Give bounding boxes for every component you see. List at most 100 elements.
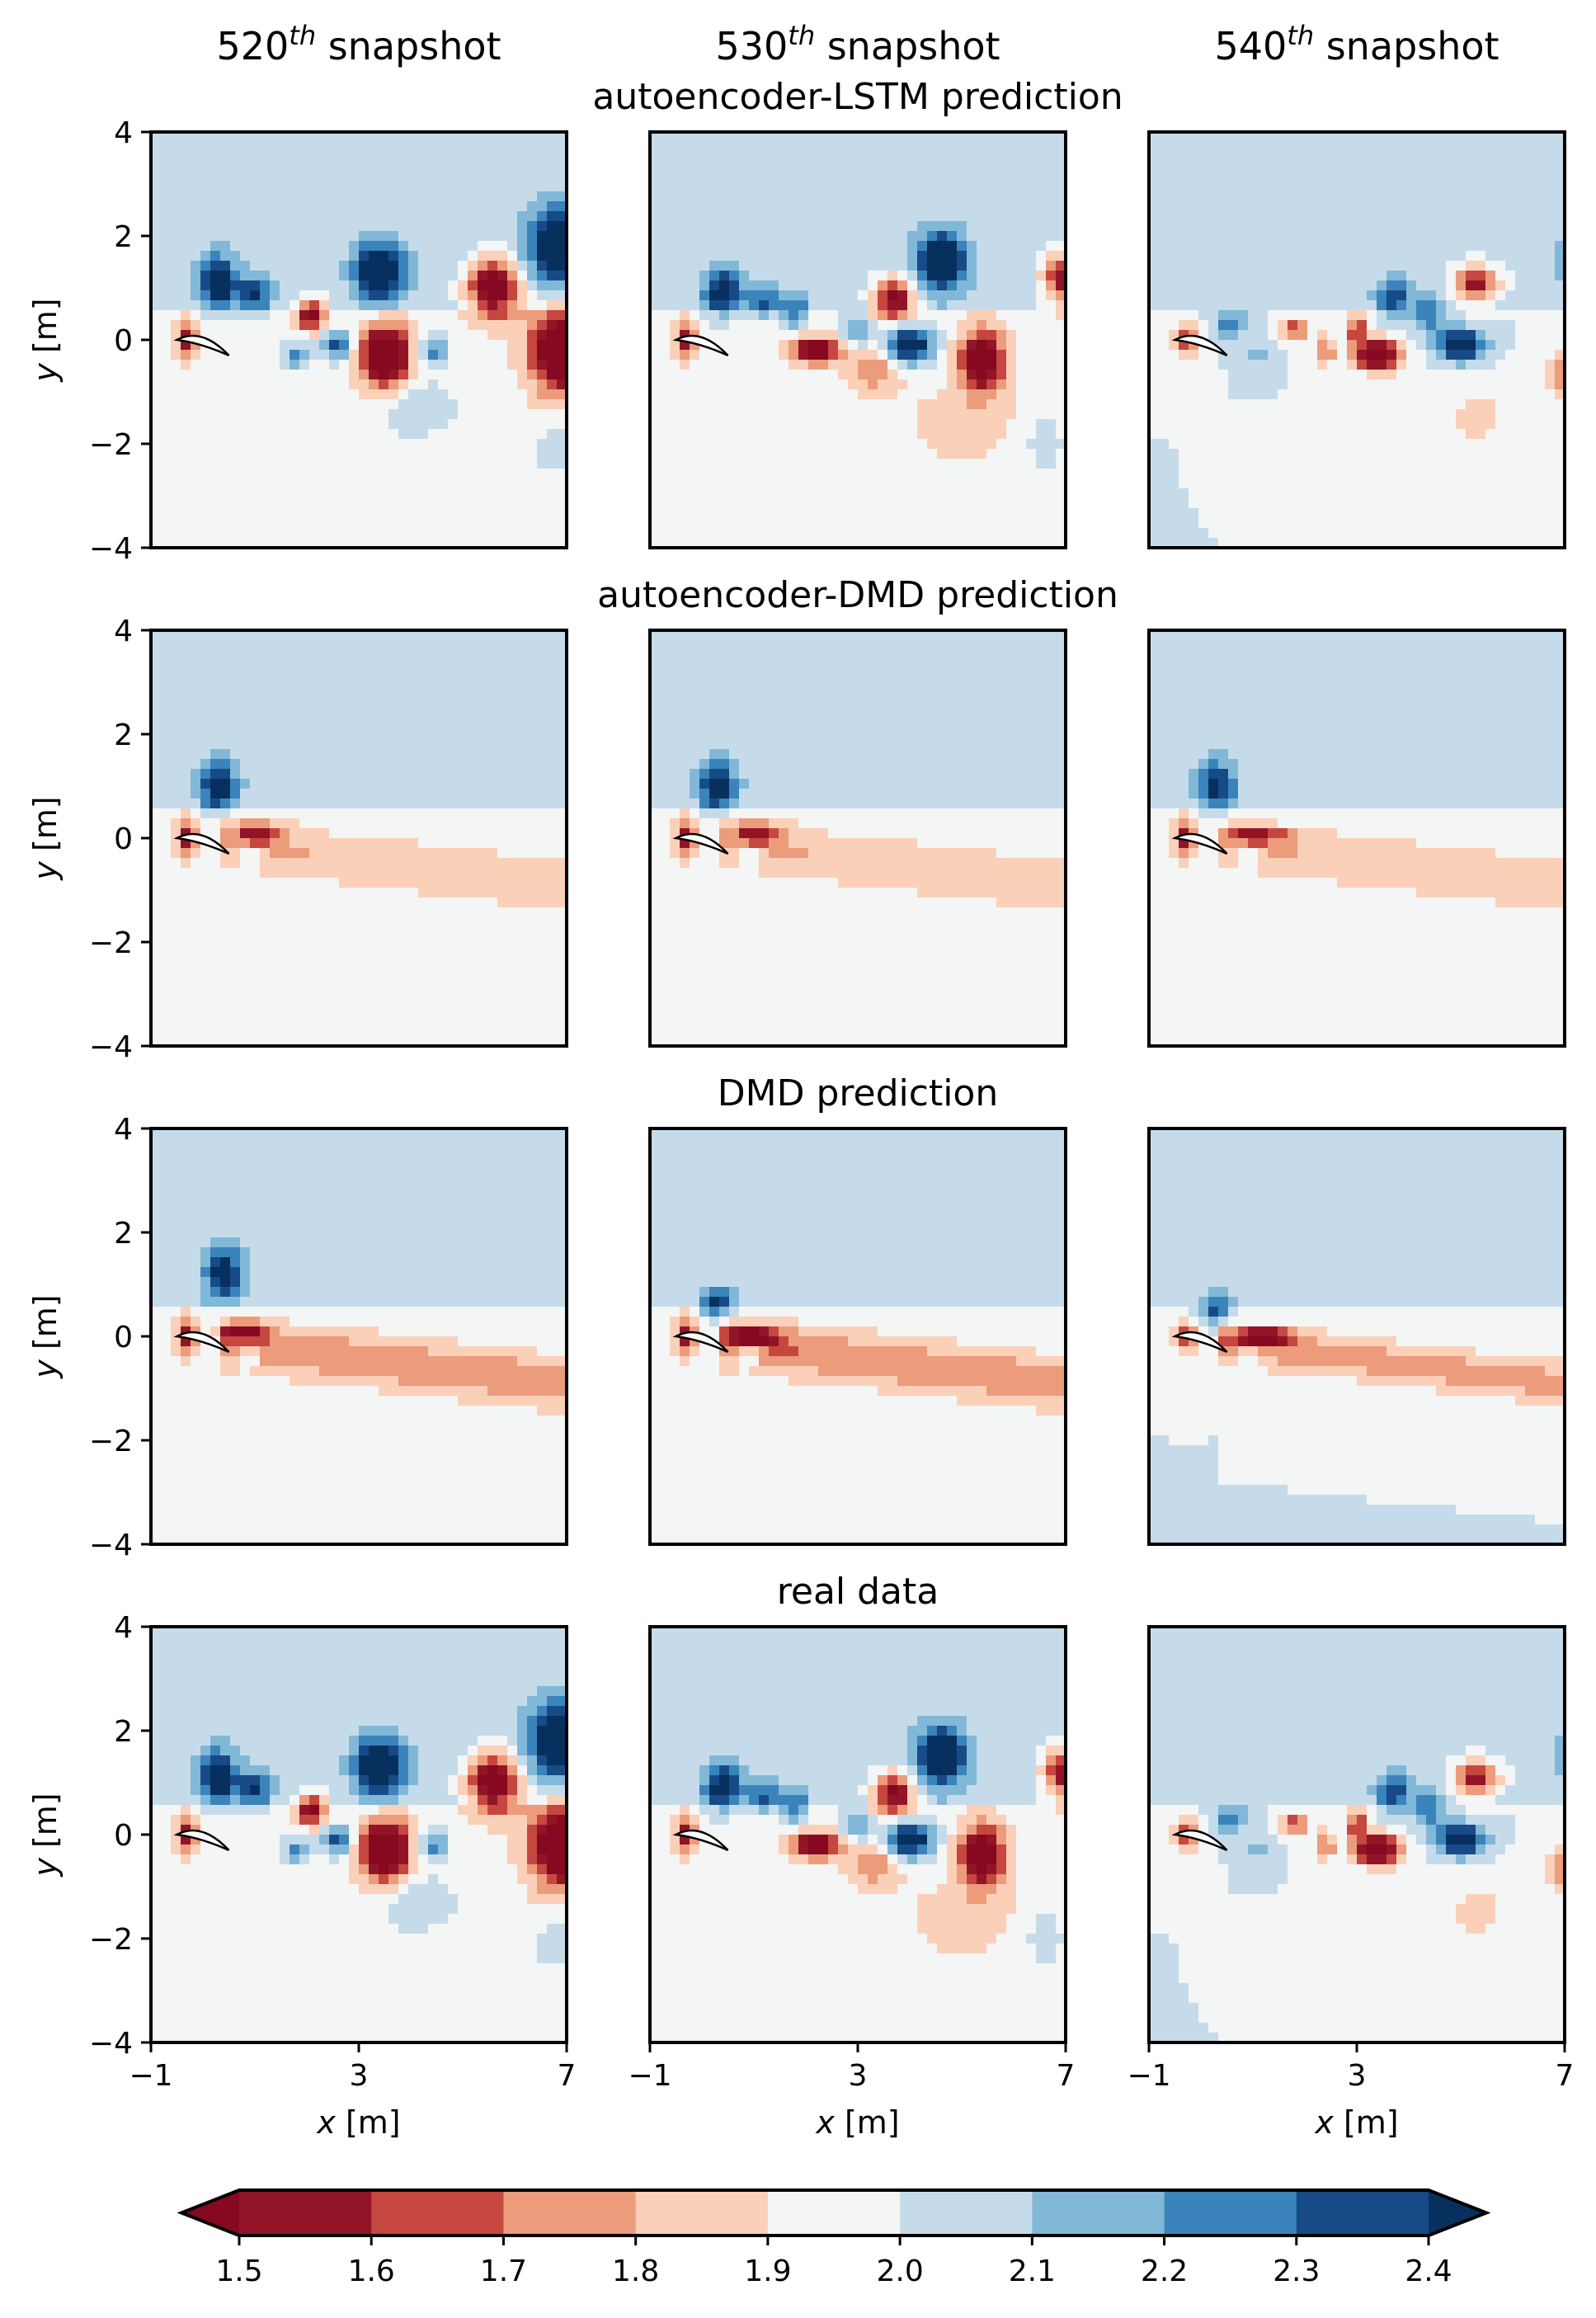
contour-cell <box>789 409 799 420</box>
contour-cell <box>977 300 987 311</box>
contour-cell <box>557 370 567 380</box>
contour-cell <box>947 508 958 519</box>
contour-cell <box>260 132 271 143</box>
contour-cell <box>161 221 172 232</box>
contour-cell <box>438 300 449 311</box>
contour-cell <box>1238 152 1249 163</box>
contour-cell <box>339 419 350 430</box>
contour-cell <box>1149 340 1160 351</box>
contour-cell <box>1228 251 1239 261</box>
contour-cell <box>1466 191 1476 202</box>
contour-cell <box>329 221 340 232</box>
contour-cell <box>680 370 690 380</box>
contour-cell <box>1169 419 1179 430</box>
contour-cell <box>917 290 928 301</box>
contour-cell <box>729 142 740 153</box>
contour-cell <box>680 508 690 519</box>
contour-cell <box>240 310 251 321</box>
contour-cell <box>947 350 958 360</box>
contour-cell <box>838 280 849 291</box>
contour-cell <box>1006 271 1017 281</box>
contour-cell <box>1056 142 1066 153</box>
contour-cell <box>1386 191 1397 202</box>
contour-cell <box>977 142 987 153</box>
contour-cell <box>458 498 468 509</box>
contour-cell <box>527 181 538 192</box>
contour-cell <box>660 508 671 519</box>
contour-cell <box>769 300 779 311</box>
contour-cell <box>220 221 231 232</box>
contour-cell <box>388 142 399 153</box>
contour-cell <box>290 399 300 410</box>
contour-cell <box>1006 172 1017 182</box>
contour-cell <box>957 478 967 489</box>
contour-cell <box>379 498 389 509</box>
contour-cell <box>1555 211 1565 222</box>
contour-cell <box>739 261 750 271</box>
contour-cell <box>547 518 558 529</box>
contour-cell <box>759 280 770 291</box>
contour-cell <box>1525 271 1536 281</box>
contour-cell <box>1238 439 1249 450</box>
contour-cell <box>1228 132 1239 143</box>
contour-cell <box>868 320 878 331</box>
contour-cell <box>739 251 750 261</box>
contour-cell <box>996 498 1007 509</box>
contour-cell <box>438 469 449 479</box>
contour-cell <box>1485 360 1496 370</box>
contour-cell <box>650 508 661 519</box>
contour-cell <box>739 469 750 479</box>
contour-cell <box>1367 142 1377 153</box>
contour-cell <box>858 379 869 390</box>
contour-cell <box>1218 280 1229 291</box>
contour-cell <box>858 172 869 182</box>
contour-cell <box>779 211 789 222</box>
contour-cell <box>309 241 320 252</box>
contour-cell <box>808 310 819 321</box>
contour-cell <box>1169 221 1179 232</box>
contour-cell <box>1317 132 1328 143</box>
contour-cell <box>527 439 538 450</box>
contour-cell <box>557 261 567 271</box>
contour-cell <box>547 152 558 163</box>
contour-cell <box>868 469 878 479</box>
contour-cell <box>759 241 770 252</box>
contour-cell <box>181 271 191 281</box>
contour-cell <box>1149 449 1160 459</box>
contour-cell <box>1555 399 1565 410</box>
contour-cell <box>1485 399 1496 410</box>
contour-cell <box>699 231 710 242</box>
contour-cell <box>339 132 350 143</box>
contour-cell <box>428 379 439 390</box>
contour-cell <box>398 429 409 440</box>
contour-cell <box>749 340 760 351</box>
contour-cell <box>507 290 518 301</box>
contour-cell <box>270 528 280 539</box>
contour-cell <box>151 389 162 400</box>
contour-cell <box>1198 439 1209 450</box>
contour-cell <box>996 231 1007 242</box>
contour-cell <box>937 132 948 143</box>
contour-cell <box>210 320 221 331</box>
contour-cell <box>907 172 918 182</box>
contour-cell <box>191 360 201 370</box>
contour-cell <box>339 142 350 153</box>
contour-cell <box>947 419 958 430</box>
contour-cell <box>1016 241 1027 252</box>
contour-cell <box>478 379 488 390</box>
contour-cell <box>1297 261 1308 271</box>
contour-cell <box>769 142 779 153</box>
contour-cell <box>907 429 918 440</box>
contour-cell <box>161 419 172 430</box>
contour-cell <box>1297 459 1308 469</box>
contour-cell <box>907 132 918 143</box>
contour-cell <box>1159 360 1170 370</box>
contour-cell <box>779 409 789 420</box>
contour-cell <box>947 290 958 301</box>
contour-cell <box>1198 379 1209 390</box>
contour-cell <box>349 251 360 261</box>
contour-cell <box>947 449 958 459</box>
contour-cell <box>329 211 340 222</box>
contour-cell <box>1046 389 1057 400</box>
column-title-number: 540 <box>1214 24 1287 68</box>
